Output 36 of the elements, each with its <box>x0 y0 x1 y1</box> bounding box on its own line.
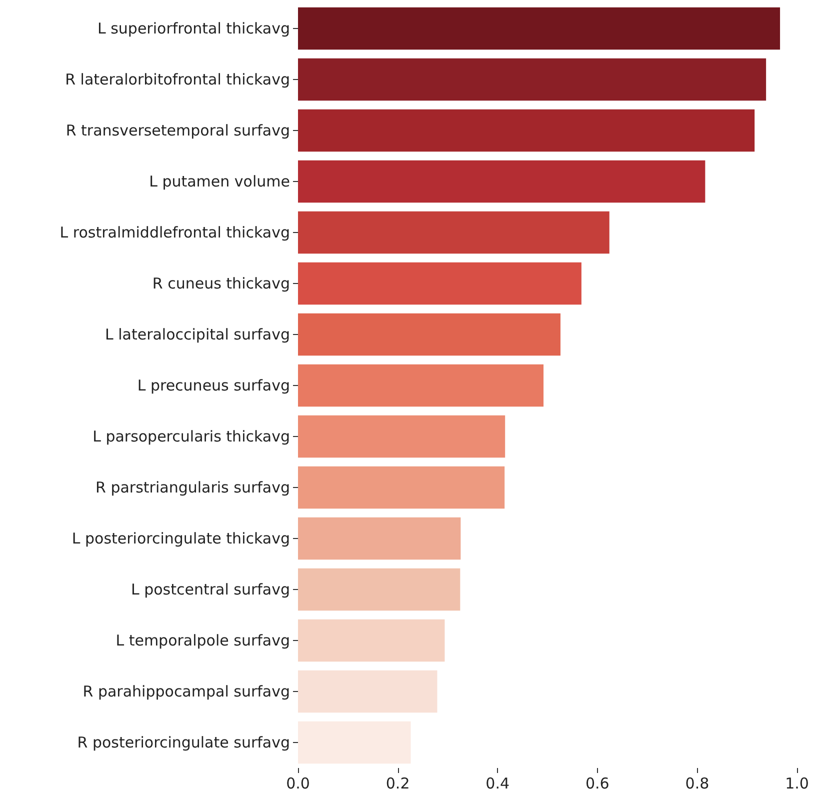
y-tick-label: L postcentral surfavg <box>130 580 290 598</box>
y-tick-label: L parsopercularis thickavg <box>92 428 290 446</box>
bar <box>298 364 544 407</box>
x-tick-label: 0.8 <box>685 774 710 792</box>
x-tick-label: 1.0 <box>785 774 809 792</box>
bar <box>298 211 610 254</box>
y-tick-label: L putamen volume <box>149 172 290 190</box>
bar <box>298 160 706 203</box>
y-tick-label: R parstriangularis surfavg <box>96 478 290 496</box>
bar <box>298 670 438 713</box>
x-tick-label: 0.6 <box>585 774 610 792</box>
bar <box>298 262 582 305</box>
bar <box>298 517 461 560</box>
x-tick-label: 0.4 <box>486 774 510 792</box>
bar <box>298 466 505 509</box>
y-tick-label: R transversetemporal surfavg <box>66 122 290 140</box>
bar <box>298 313 560 356</box>
y-tick-label: L temporalpole surfavg <box>116 632 290 650</box>
bar <box>298 415 506 458</box>
bar <box>298 7 780 50</box>
y-tick-label: L posteriorcingulate thickavg <box>72 530 290 548</box>
y-tick-label: R cuneus thickavg <box>152 274 290 292</box>
y-tick-label: L superiorfrontal thickavg <box>97 20 290 38</box>
y-tick-label: L lateraloccipital surfavg <box>104 326 290 344</box>
x-tick-label: 0.2 <box>386 774 410 792</box>
y-tick-label: R parahippocampal surfavg <box>82 682 290 700</box>
y-tick-label: R lateralorbitofrontal thickavg <box>65 70 290 88</box>
y-tick-label: L rostralmiddlefrontal thickavg <box>60 224 290 242</box>
x-tick-label: 0.0 <box>286 774 310 792</box>
y-tick-label: R posteriorcingulate surfavg <box>77 734 290 752</box>
bar <box>298 721 411 764</box>
bar <box>298 109 755 152</box>
bar <box>298 619 445 662</box>
bar <box>298 568 460 611</box>
y-tick-label: L precuneus surfavg <box>137 376 290 394</box>
bar <box>298 58 766 101</box>
